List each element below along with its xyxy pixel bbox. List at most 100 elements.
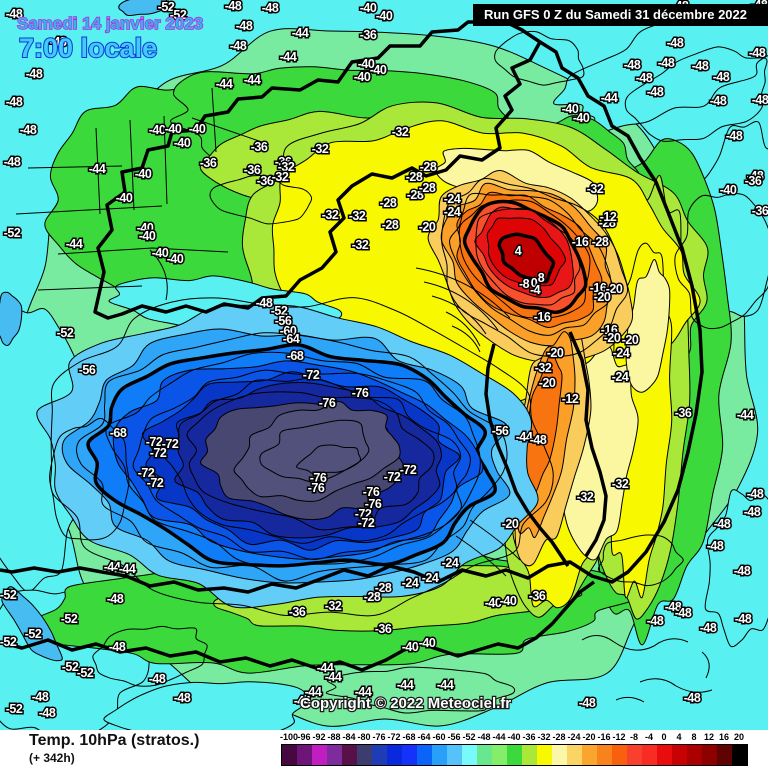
temp-label: -40 [139, 229, 156, 243]
thick-contour [484, 343, 570, 567]
forecast-hour: (+ 342h) [29, 751, 75, 765]
scale-value: 0 [661, 732, 667, 742]
temp-label: -76 [365, 497, 382, 511]
temp-label: -44 [355, 685, 372, 699]
temp-label: -40 [149, 123, 166, 137]
temp-label: -44 [317, 661, 334, 675]
temp-label: -56 [275, 314, 292, 328]
thin-contour [441, 177, 629, 358]
temp-label: -68 [110, 426, 127, 440]
temp-label: -32 [272, 170, 289, 184]
temp-label: -48 [4, 155, 21, 169]
temp-label: -48 [262, 1, 279, 15]
temp-label: -48 [710, 94, 727, 108]
temp-label: -48 [658, 56, 675, 70]
scale-swatch [357, 745, 372, 765]
temp-label: 8 [538, 271, 545, 285]
temp-label: -28 [364, 590, 381, 604]
thin-contour [105, 351, 481, 568]
thin-contour [92, 625, 208, 687]
temp-label: -40 [174, 136, 191, 150]
temp-label: -32 [612, 477, 629, 491]
temp-label: -48 [684, 691, 701, 705]
temp-label: -48 [707, 539, 724, 553]
temp-label: -48 [236, 19, 253, 33]
temp-label: -28 [406, 170, 423, 184]
scale-value: -16 [597, 732, 611, 742]
temp-label: -48 [749, 46, 766, 60]
temp-label: -20 [594, 290, 611, 304]
temp-label: -56 [79, 363, 96, 377]
temp-label: -72 [400, 463, 417, 477]
temp-label: -48 [230, 39, 247, 53]
temp-label: -32 [312, 142, 329, 156]
temp-label: -12 [600, 210, 617, 224]
scale-value: 20 [733, 732, 745, 742]
temp-label: -44 [216, 77, 233, 91]
temp-label: -40 [562, 102, 579, 116]
thin-contour [445, 311, 481, 347]
temp-label: -48 [32, 690, 49, 704]
scale-swatch [597, 745, 612, 765]
temp-label: -52 [62, 660, 79, 674]
temp-label: -52 [77, 666, 94, 680]
thin-contour [161, 377, 462, 544]
scale-swatch [492, 745, 507, 765]
scale-swatch [582, 745, 597, 765]
thin-contour [325, 666, 516, 714]
temp-label: -44 [294, 694, 311, 708]
temp-label: -28 [407, 188, 424, 202]
temp-label: 4 [515, 244, 522, 258]
weather-map-svg: -48-48-48-48-48-48-52-52-48 -48-48-48-44-… [0, 0, 768, 730]
thick-contour [568, 331, 608, 557]
temp-label: -24 [402, 576, 419, 590]
temp-label: -52 [271, 304, 288, 318]
temp-label: -28 [599, 216, 616, 230]
temp-label: -56 [492, 424, 509, 438]
model-run-banner: Run GFS 0 Z du Samedi 31 décembre 2022 [473, 4, 768, 26]
temp-label: -36 [289, 605, 306, 619]
thin-contour [15, 205, 163, 215]
temp-label: -48 [735, 612, 752, 626]
scale-swatch [657, 745, 672, 765]
temp-label: -32 [352, 238, 369, 252]
scale-value: -36 [522, 732, 536, 742]
thin-contour [132, 369, 471, 561]
temp-label: -48 [647, 85, 664, 99]
temp-label: -36 [375, 622, 392, 636]
thin-contour [674, 192, 768, 330]
temp-label: -48 [713, 70, 730, 84]
scale-swatch [732, 745, 747, 765]
temp-label: -48 [20, 123, 37, 137]
scale-value: -48 [477, 732, 491, 742]
scale-value: 4 [676, 732, 682, 742]
temp-label: -72 [384, 470, 401, 484]
scale-value: -80 [357, 732, 371, 742]
scale-swatch [507, 745, 522, 765]
temp-label: -48 [665, 600, 682, 614]
temp-label: -72 [147, 476, 164, 490]
temp-label: -44 [89, 162, 106, 176]
temp-label: -48 [579, 696, 596, 710]
temp-label: -44 [244, 73, 261, 87]
scale-value: 8 [691, 732, 697, 742]
temp-label: -16 [572, 235, 589, 249]
thin-contour [423, 281, 499, 331]
temp-label: -40 [189, 122, 206, 136]
thin-contour [186, 391, 435, 531]
contour-band [704, 489, 768, 648]
temp-label: -28 [382, 218, 399, 232]
temp-label: -48 [256, 296, 273, 310]
thin-contour [49, 417, 130, 541]
temp-label: -76 [352, 386, 369, 400]
scale-swatch [627, 745, 642, 765]
temp-label: -32 [278, 160, 295, 174]
temp-label: -44 [397, 678, 414, 692]
thin-contour [149, 249, 168, 301]
temp-label: -76 [319, 396, 336, 410]
temp-label: -48 [675, 606, 692, 620]
contour-band [1, 586, 63, 662]
time-label: 7:00 locale [19, 33, 157, 63]
temp-label: -48 [647, 614, 664, 628]
temp-label: -48 [700, 621, 717, 635]
